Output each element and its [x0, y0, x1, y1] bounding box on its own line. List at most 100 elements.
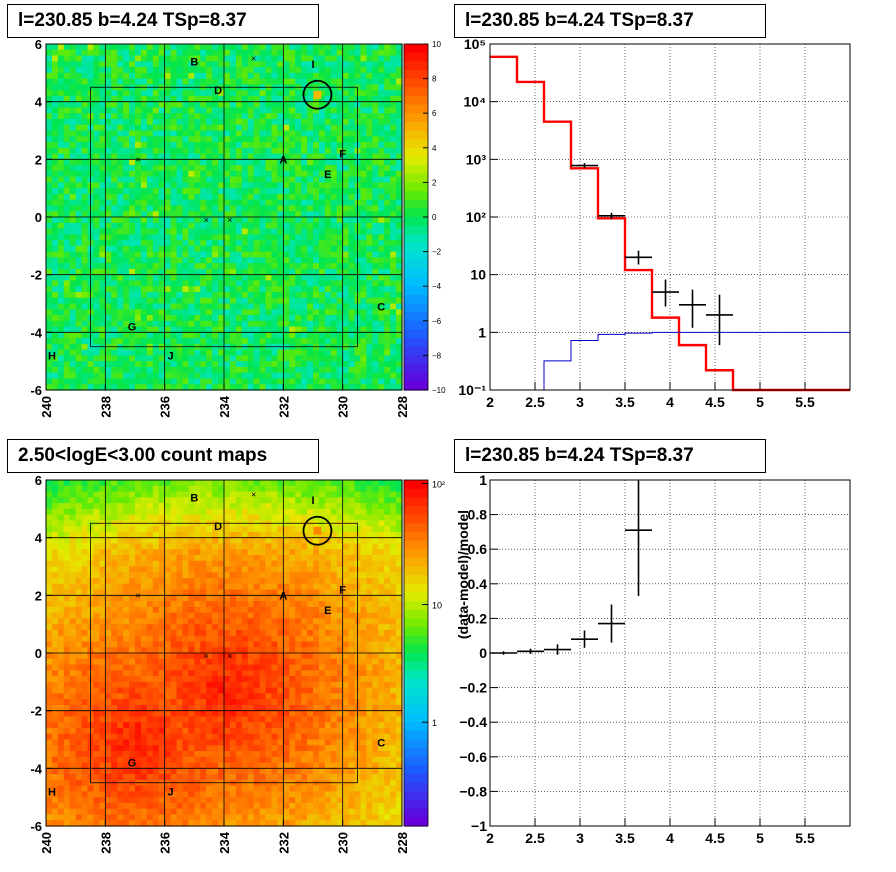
heatmap-cell	[265, 320, 273, 328]
heatmap-cell	[307, 153, 314, 160]
heatmap-cell	[46, 165, 53, 172]
heatmap-cell	[69, 606, 77, 614]
heatmap-cell	[135, 361, 142, 368]
heatmap-cell	[93, 315, 100, 322]
heatmap-cell	[390, 384, 397, 391]
heatmap-cell	[140, 124, 148, 132]
heatmap-cell	[200, 309, 207, 316]
heatmap-cell	[51, 595, 59, 602]
heatmap-cell	[200, 268, 207, 276]
heatmap-cell	[372, 257, 379, 264]
heatmap-cell	[129, 199, 136, 207]
heatmap-cell	[212, 384, 219, 391]
heatmap-cell	[235, 176, 243, 183]
heatmap-cell	[51, 274, 59, 282]
heatmap-cell	[93, 641, 100, 648]
heatmap-cell	[51, 280, 59, 287]
heatmap-cell	[105, 480, 112, 487]
heatmap-cell	[218, 205, 225, 212]
heatmap-cell	[51, 716, 59, 723]
heatmap-cell	[259, 95, 267, 103]
heatmap-cell	[93, 44, 100, 51]
heatmap-cell	[372, 349, 379, 356]
heatmap-cell	[123, 124, 130, 132]
heatmap-cell	[75, 257, 83, 264]
heatmap-cell	[378, 274, 385, 282]
heatmap-cell	[182, 78, 189, 85]
heatmap-cell	[146, 193, 154, 201]
heatmap-cell	[253, 159, 261, 166]
heatmap-cell	[63, 480, 71, 487]
heatmap-cell	[117, 251, 124, 258]
heatmap-cell	[135, 554, 142, 562]
heatmap-cell	[117, 326, 124, 333]
heatmap-cell	[93, 280, 100, 287]
heatmap-cell	[93, 745, 100, 752]
heatmap-cell	[81, 589, 89, 596]
heatmap-cell	[46, 222, 53, 230]
heatmap-cell	[146, 647, 154, 654]
heatmap-cell	[81, 297, 89, 305]
heatmap-cell	[366, 211, 373, 218]
heatmap-cell	[129, 165, 136, 172]
heatmap-cell	[253, 332, 261, 339]
heatmap-cell	[188, 199, 195, 207]
heatmap-cell	[253, 205, 261, 212]
heatmap-cell	[99, 745, 106, 752]
heatmap-cell	[129, 303, 136, 310]
heatmap-cell	[105, 182, 112, 189]
heatmap-cell	[93, 497, 100, 504]
heatmap-cell	[342, 326, 350, 333]
heatmap-cell	[224, 118, 231, 126]
heatmap-cell	[158, 664, 166, 671]
heatmap-cell	[271, 338, 278, 345]
heatmap-cell	[81, 572, 89, 579]
heatmap-cell	[396, 55, 403, 62]
heatmap-cell	[146, 349, 154, 356]
heatmap-cell	[81, 303, 89, 310]
heatmap-cell	[75, 733, 83, 741]
heatmap-cell	[348, 107, 356, 114]
heatmap-cell	[366, 320, 373, 328]
heatmap-cell	[330, 303, 338, 310]
heatmap-cell	[123, 113, 130, 120]
y-tick-label: 10⁴	[464, 94, 487, 110]
heatmap-cell	[164, 274, 172, 282]
heatmap-cell	[57, 130, 65, 137]
heatmap-cell	[81, 326, 89, 333]
heatmap-cell	[140, 751, 148, 758]
heatmap-cell	[259, 118, 267, 126]
heatmap-cell	[313, 78, 320, 85]
heatmap-cell	[63, 170, 71, 178]
heatmap-cell	[129, 320, 136, 328]
heatmap-cell	[384, 193, 391, 201]
heatmap-cell	[271, 199, 278, 207]
heatmap-cell	[63, 245, 71, 253]
heatmap-cell	[117, 136, 124, 143]
colorbar-swatch	[404, 364, 428, 374]
heatmap-cell	[384, 176, 391, 183]
heatmap-cell	[301, 217, 308, 224]
heatmap-cell	[360, 176, 367, 183]
heatmap-cell	[69, 647, 77, 654]
heatmap-cell	[396, 124, 403, 132]
heatmap-cell	[212, 366, 219, 374]
heatmap-cell	[247, 211, 255, 218]
heatmap-cell	[158, 797, 166, 804]
heatmap-cell	[146, 756, 154, 764]
heatmap-cell	[51, 72, 59, 80]
heatmap-cell	[140, 222, 148, 230]
heatmap-cell	[46, 349, 53, 356]
heatmap-cell	[117, 291, 124, 299]
heatmap-cell	[140, 315, 148, 322]
heatmap-cell	[200, 107, 207, 114]
heatmap-cell	[318, 332, 326, 339]
heatmap-cell	[170, 113, 178, 120]
heatmap-cell	[271, 61, 278, 68]
heatmap-cell	[57, 153, 65, 160]
heatmap-cell	[117, 234, 124, 241]
heatmap-cell	[194, 101, 201, 109]
heatmap-cell	[384, 361, 391, 368]
heatmap-cell	[135, 595, 142, 602]
heatmap-cell	[378, 44, 385, 51]
